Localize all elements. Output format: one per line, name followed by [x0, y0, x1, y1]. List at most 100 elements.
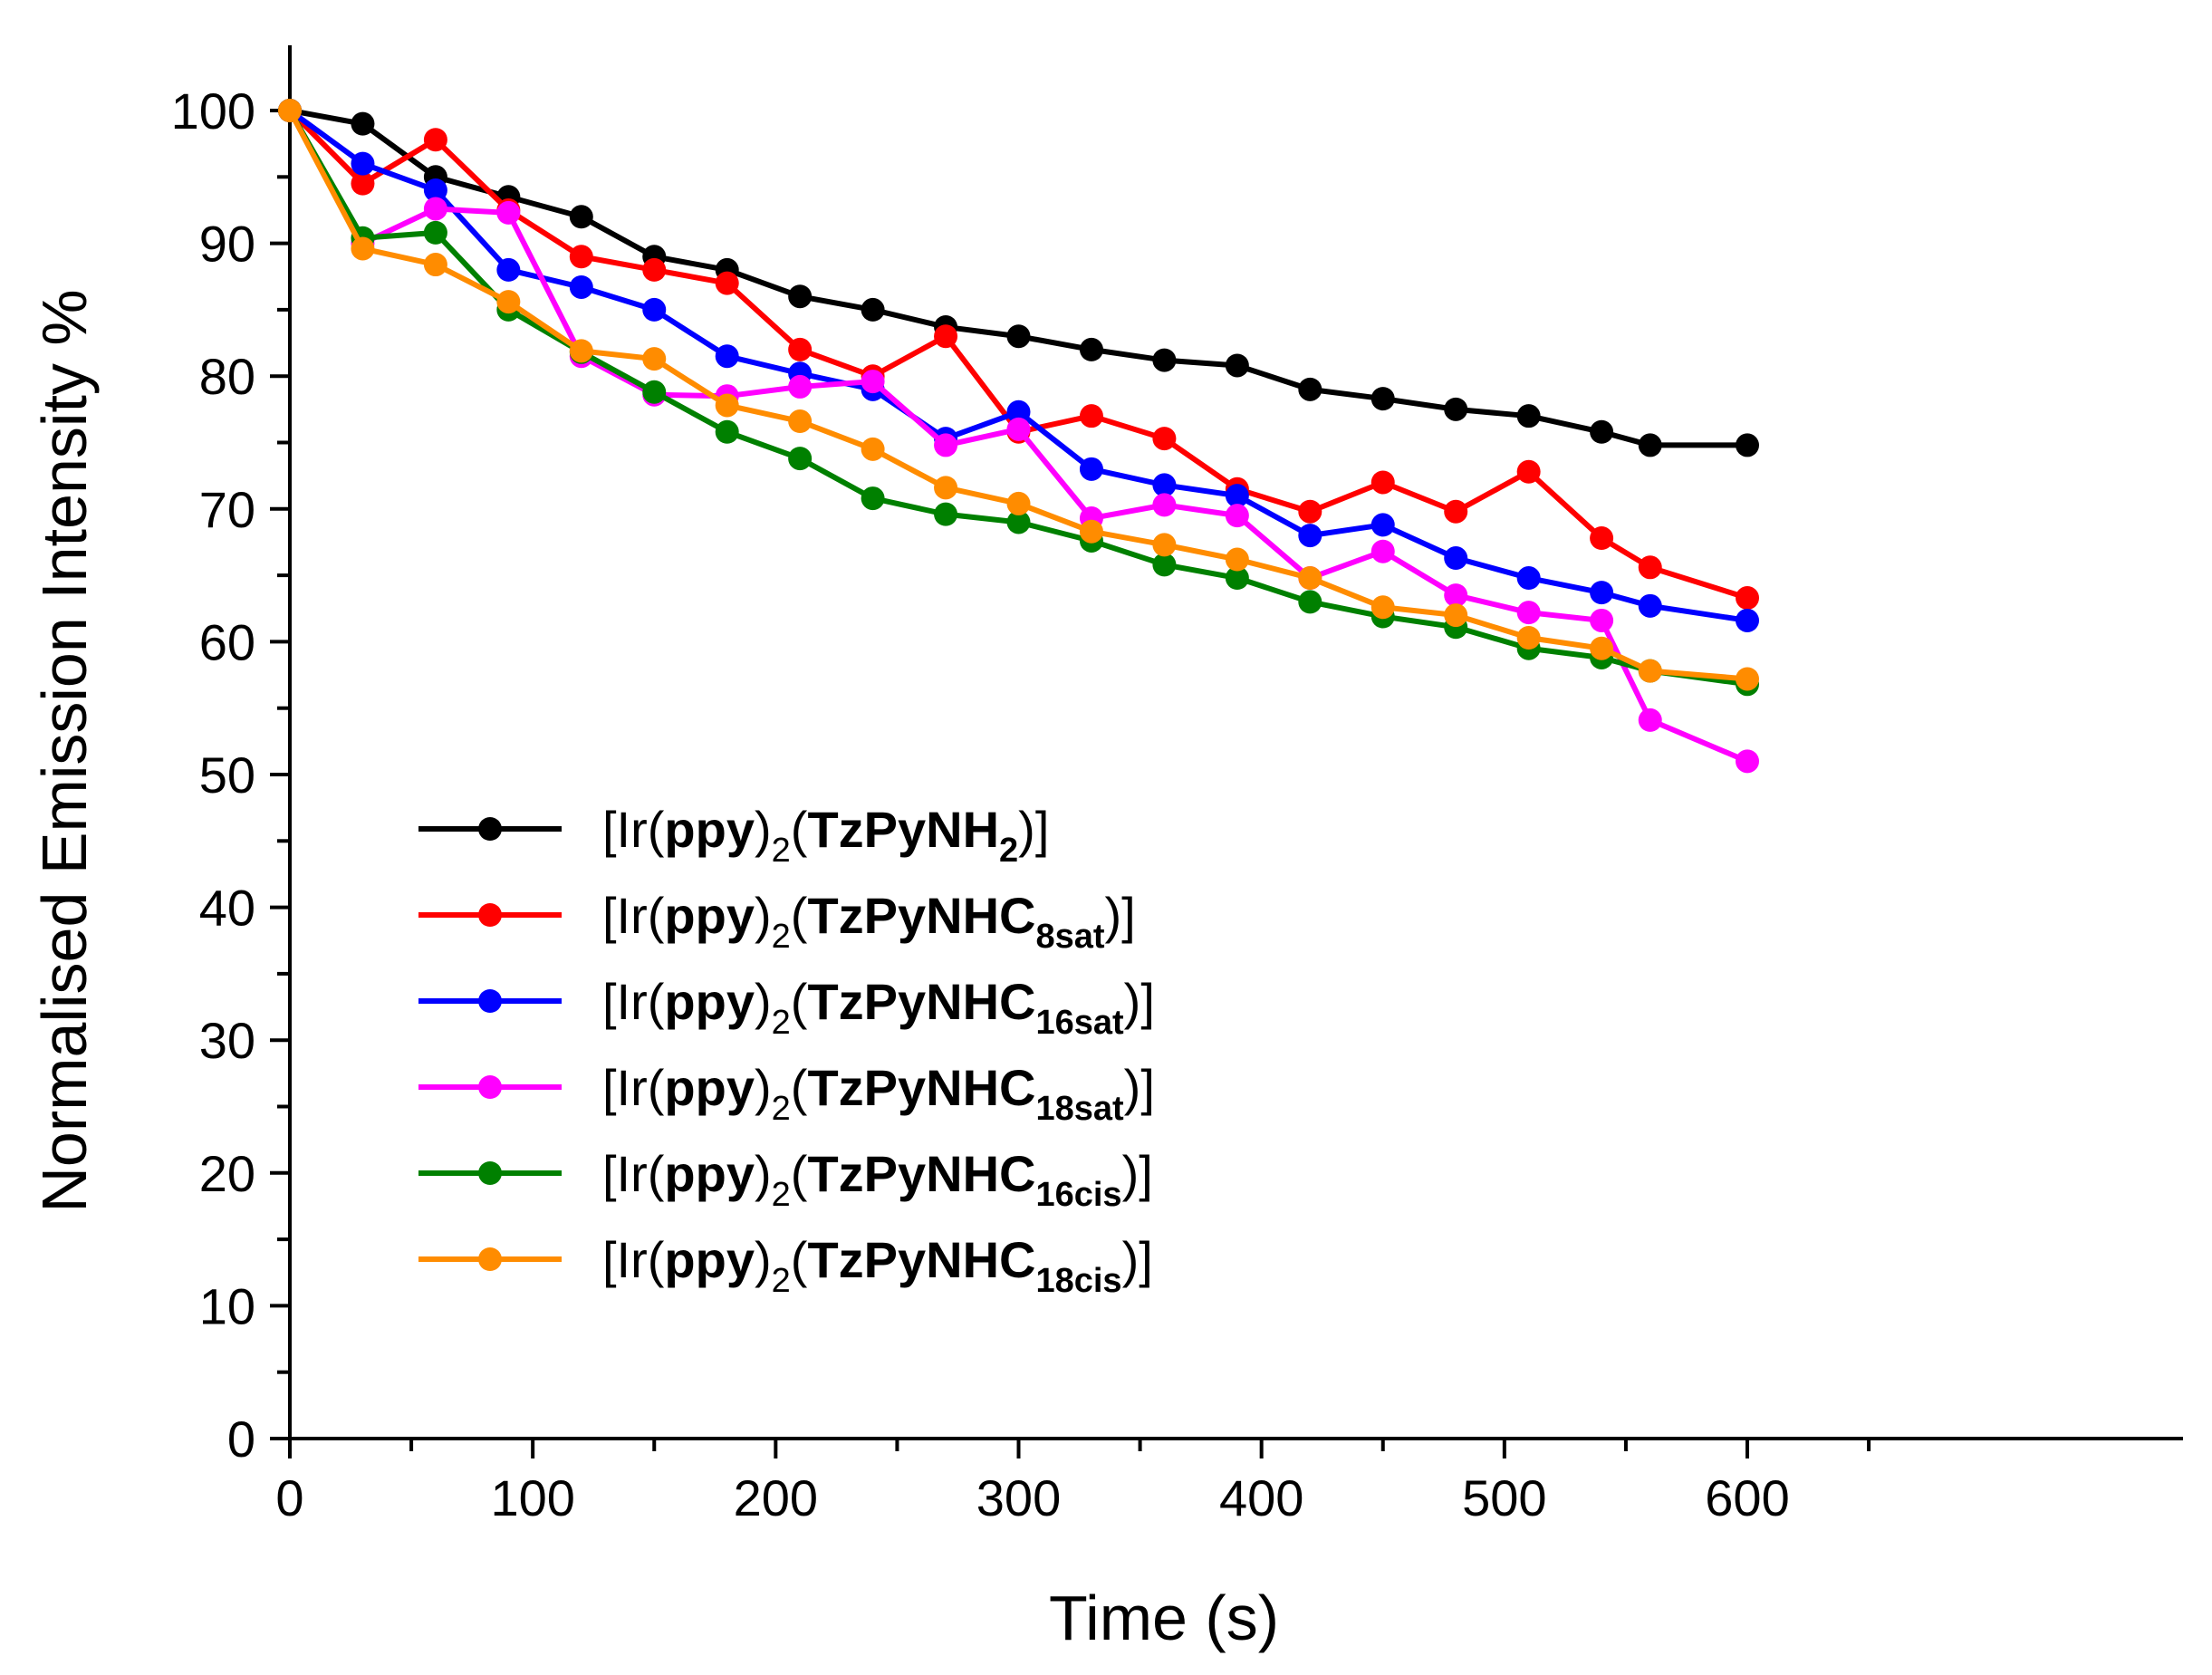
data-point — [1736, 586, 1759, 611]
data-point — [1225, 566, 1249, 591]
data-point — [1736, 608, 1759, 632]
data-point — [1298, 499, 1322, 524]
legend-item: [Ir(ppy)2(TzPyNHC16cis)] — [418, 1145, 1153, 1214]
x-tick-label: 200 — [734, 1469, 818, 1526]
data-point — [1006, 417, 1031, 441]
data-point — [1079, 404, 1103, 428]
data-point — [715, 344, 739, 369]
data-point — [423, 178, 447, 202]
data-point — [1590, 608, 1614, 632]
data-point — [642, 257, 667, 282]
data-point — [1516, 566, 1541, 591]
data-point — [1516, 459, 1541, 484]
data-point — [569, 205, 593, 229]
data-point — [1370, 387, 1395, 411]
data-point — [1444, 546, 1468, 571]
legend-swatch-marker — [478, 903, 502, 927]
data-point — [1225, 547, 1249, 572]
data-point — [569, 245, 593, 269]
data-point — [351, 236, 375, 261]
data-point — [861, 297, 885, 322]
data-point — [1298, 524, 1322, 548]
y-tick-label: 90 — [199, 216, 255, 273]
series-layer — [278, 99, 1759, 774]
data-point — [642, 297, 667, 322]
data-point — [1638, 708, 1662, 732]
data-point — [1444, 603, 1468, 628]
data-point — [788, 374, 813, 399]
legend-item: [Ir(ppy)2(TzPyNHC16sat)] — [418, 973, 1155, 1042]
data-point — [1638, 433, 1662, 457]
data-point — [1006, 399, 1031, 424]
data-point — [1152, 427, 1177, 451]
data-point — [1638, 659, 1662, 683]
legend: [Ir(ppy)2(TzPyNH2)] [Ir(ppy)2(TzPyNHC8sat… — [418, 801, 1155, 1300]
data-point — [934, 324, 958, 349]
data-point — [1638, 593, 1662, 618]
data-point — [496, 200, 521, 225]
legend-label: [Ir(ppy)2(TzPyNHC16cis)] — [602, 1145, 1153, 1214]
legend-item: [Ir(ppy)2(TzPyNHC8sat)] — [418, 887, 1136, 956]
data-point — [934, 433, 958, 457]
data-point — [1444, 397, 1468, 421]
data-point — [1516, 404, 1541, 428]
data-point — [1590, 581, 1614, 605]
data-point — [423, 253, 447, 277]
data-point — [569, 339, 593, 363]
legend-swatch-marker — [478, 1075, 502, 1099]
data-point — [1590, 636, 1614, 660]
data-point — [569, 274, 593, 299]
data-point — [423, 220, 447, 245]
data-point — [1590, 419, 1614, 444]
data-point — [1370, 595, 1395, 620]
y-tick-label: 30 — [199, 1012, 255, 1069]
data-point — [1152, 553, 1177, 577]
data-point — [1006, 324, 1031, 349]
data-point — [423, 128, 447, 152]
legend-label: [Ir(ppy)2(TzPyNH2)] — [602, 801, 1049, 870]
data-point — [1152, 473, 1177, 497]
data-point — [1370, 513, 1395, 537]
data-point — [715, 419, 739, 444]
data-point — [642, 380, 667, 404]
x-tick-label: 500 — [1462, 1469, 1546, 1526]
data-point — [1225, 504, 1249, 528]
data-point — [1516, 626, 1541, 650]
data-point — [496, 290, 521, 314]
data-point — [934, 502, 958, 526]
x-axis-title: Time (s) — [1049, 1583, 1279, 1653]
data-point — [788, 447, 813, 471]
data-point — [278, 99, 302, 122]
data-point — [351, 111, 375, 136]
y-tick-label: 0 — [227, 1410, 255, 1468]
legend-label: [Ir(ppy)2(TzPyNHC18cis)] — [602, 1231, 1153, 1300]
data-point — [788, 337, 813, 361]
data-point — [351, 151, 375, 176]
y-tick-label: 80 — [199, 348, 255, 405]
x-tick-label: 100 — [490, 1469, 574, 1526]
data-point — [1298, 377, 1322, 401]
data-point — [1079, 519, 1103, 544]
data-point — [1736, 433, 1759, 457]
y-tick-label: 100 — [171, 82, 255, 140]
data-point — [1516, 601, 1541, 625]
legend-item: [Ir(ppy)2(TzPyNHC18sat)] — [418, 1059, 1155, 1128]
data-point — [1370, 539, 1395, 563]
data-point — [1638, 555, 1662, 580]
x-tick-label: 0 — [275, 1469, 303, 1526]
y-tick-label: 40 — [199, 880, 255, 937]
data-point — [788, 284, 813, 309]
data-point — [1736, 667, 1759, 691]
data-point — [1590, 526, 1614, 551]
y-tick-label: 60 — [199, 613, 255, 670]
y-tick-label: 10 — [199, 1277, 255, 1334]
data-point — [642, 347, 667, 371]
data-point — [861, 370, 885, 394]
data-point — [715, 393, 739, 418]
axes: 0 100 200 300 400 500 600 0 10 20 30 40 50 60 70 80 90 10… — [171, 45, 2183, 1526]
data-point — [1370, 470, 1395, 495]
legend-label: [Ir(ppy)2(TzPyNHC8sat)] — [602, 887, 1136, 956]
data-point — [1152, 493, 1177, 517]
data-point — [1079, 337, 1103, 361]
